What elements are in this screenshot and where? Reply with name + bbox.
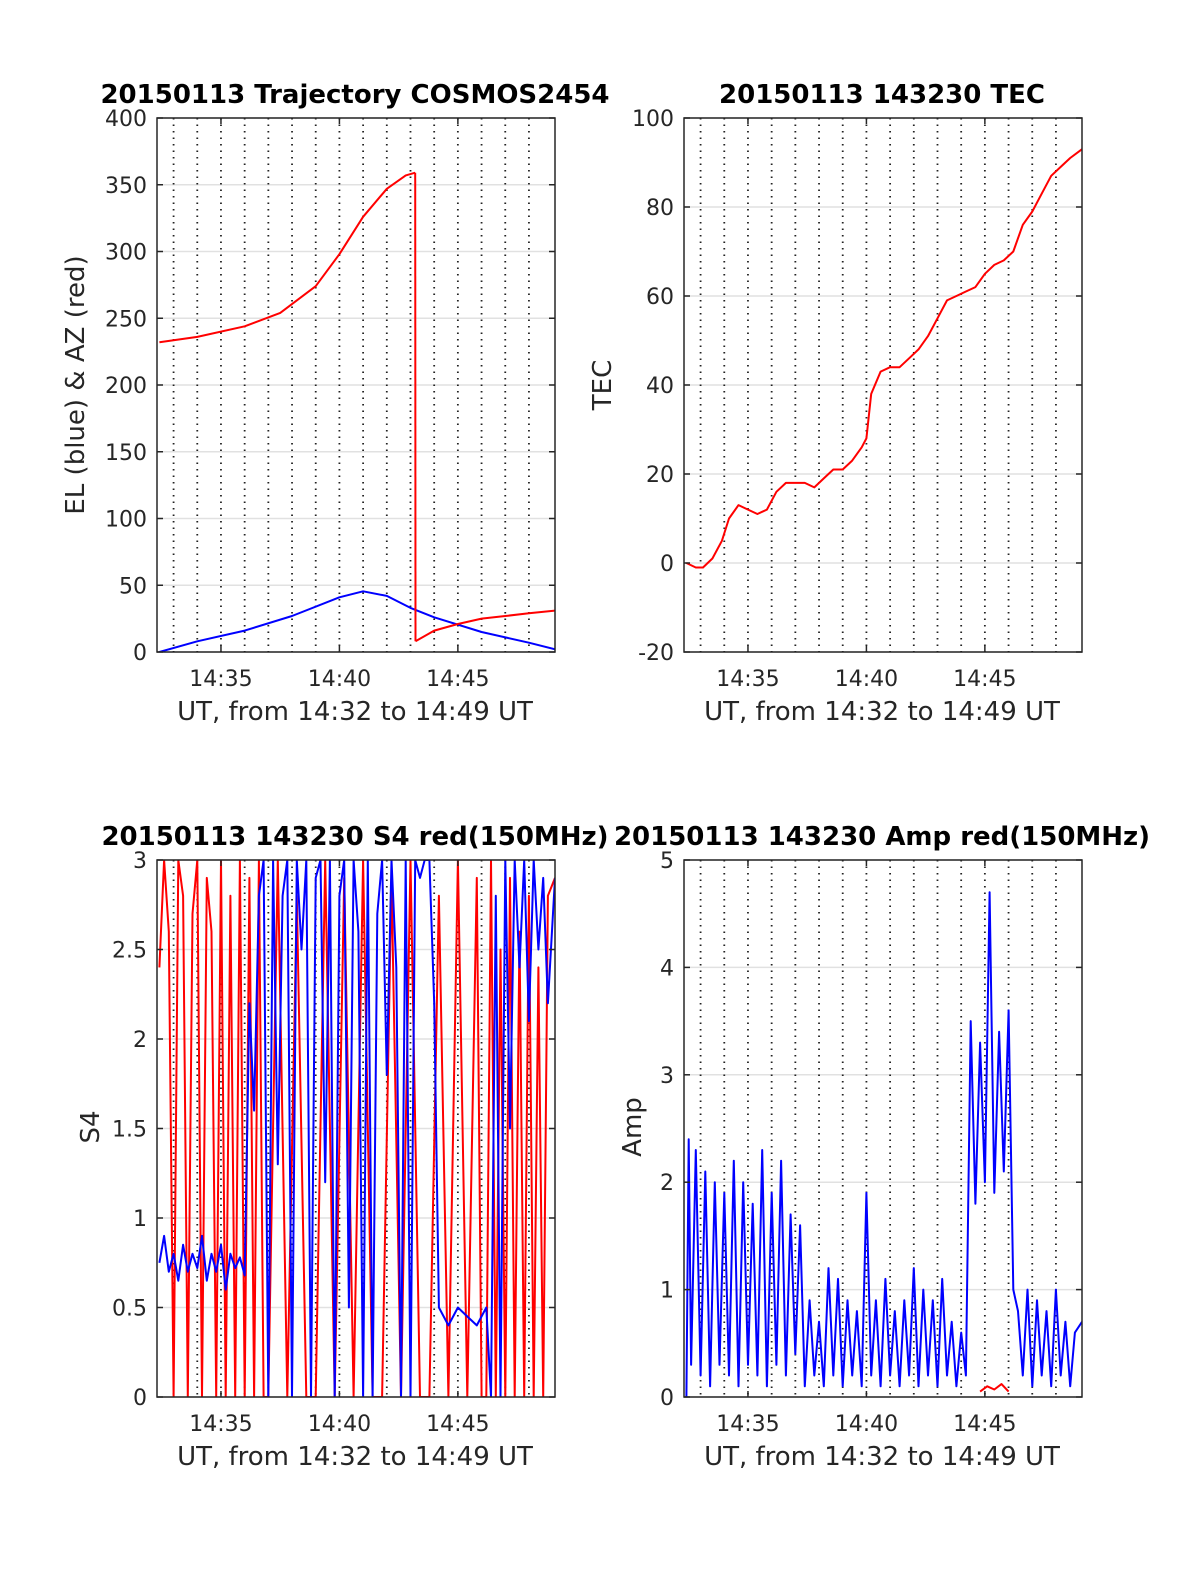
amp-ytick-label: 5 [660,849,674,874]
s4-series-1 [158,860,555,1397]
amp-series-0 [685,891,1082,1397]
s4-ytick-label: 1 [133,1207,147,1232]
amp-ytick-label: 3 [660,1064,674,1089]
plot-amp: 20150113 143230 Amp red(150MHz) UT, from… [614,822,1150,1472]
amp-xtick-label: 14:45 [953,1412,1016,1437]
amp-ytick-label: 2 [660,1171,674,1196]
s4-ytick-label: 3 [133,849,147,874]
tec-series-0 [685,148,1082,569]
amp-xtick-label: 14:40 [835,1412,898,1437]
plot-tec: 20150113 143230 TEC UT, from 14:32 to 14… [588,80,1083,727]
traj-ytick-label: 100 [105,508,147,533]
tec-ylabel: TEC [588,360,618,411]
s4-series-0 [158,860,555,1397]
tec-ytick-label: 20 [646,463,674,488]
s4-title: 20150113 143230 S4 red(150MHz) [101,822,608,852]
traj-series-3 [415,609,555,643]
traj-ytick-label: 400 [105,107,147,132]
traj-ytick-label: 0 [133,641,147,666]
traj-xtick-label: 14:45 [426,667,489,692]
s4-xtick-label: 14:35 [189,1412,252,1437]
amp-title: 20150113 143230 Amp red(150MHz) [614,822,1150,852]
s4-xlabel: UT, from 14:32 to 14:49 UT [177,1442,533,1472]
traj-series-1 [159,171,416,344]
plot-s4: 20150113 143230 S4 red(150MHz) UT, from … [76,822,609,1472]
amp-ytick-label: 4 [660,956,674,981]
traj-ytick-label: 150 [105,441,147,466]
tec-ytick-label: 0 [660,552,674,577]
amp-axes-box [683,859,1083,1398]
amp-xlabel: UT, from 14:32 to 14:49 UT [704,1442,1060,1472]
tec-ytick-label: 60 [646,285,674,310]
traj-ytick-label: 50 [119,574,147,599]
traj-ytick-label: 300 [105,241,147,266]
tec-ytick-label: 40 [646,374,674,399]
s4-xtick-label: 14:45 [426,1412,489,1437]
amp-ytick-label: 0 [660,1386,674,1411]
tec-xlabel: UT, from 14:32 to 14:49 UT [704,697,1060,727]
amp-xtick-label: 14:35 [716,1412,779,1437]
tec-xtick-label: 14:45 [953,667,1016,692]
amp-ytick-label: 1 [660,1279,674,1304]
traj-ytick-label: 250 [105,307,147,332]
traj-xtick-label: 14:35 [189,667,252,692]
trajectory-title: 20150113 Trajectory COSMOS2454 [100,80,609,110]
trajectory-xlabel: UT, from 14:32 to 14:49 UT [177,697,533,727]
traj-ytick-label: 350 [105,174,147,199]
tec-xtick-label: 14:40 [835,667,898,692]
tec-ytick-label: 100 [632,107,674,132]
traj-ytick-label: 200 [105,374,147,399]
s4-ytick-label: 1.5 [112,1118,147,1143]
tec-xtick-label: 14:35 [716,667,779,692]
plot-trajectory: 20150113 Trajectory COSMOS2454 UT, from … [61,80,610,727]
tec-title: 20150113 143230 TEC [719,80,1045,110]
tec-ytick-label: 80 [646,196,674,221]
s4-xtick-label: 14:40 [308,1412,371,1437]
s4-ytick-label: 2.5 [112,939,147,964]
s4-ytick-label: 2 [133,1028,147,1053]
s4-ytick-label: 0 [133,1386,147,1411]
amp-series-1 [979,1383,1010,1393]
traj-xtick-label: 14:40 [308,667,371,692]
s4-ytick-label: 0.5 [112,1297,147,1322]
tec-ytick-label: -20 [638,641,674,666]
amp-ylabel: Amp [618,1097,648,1157]
s4-ylabel: S4 [76,1110,106,1143]
trajectory-ylabel: EL (blue) & AZ (red) [61,255,91,514]
traj-series-0 [159,590,555,652]
